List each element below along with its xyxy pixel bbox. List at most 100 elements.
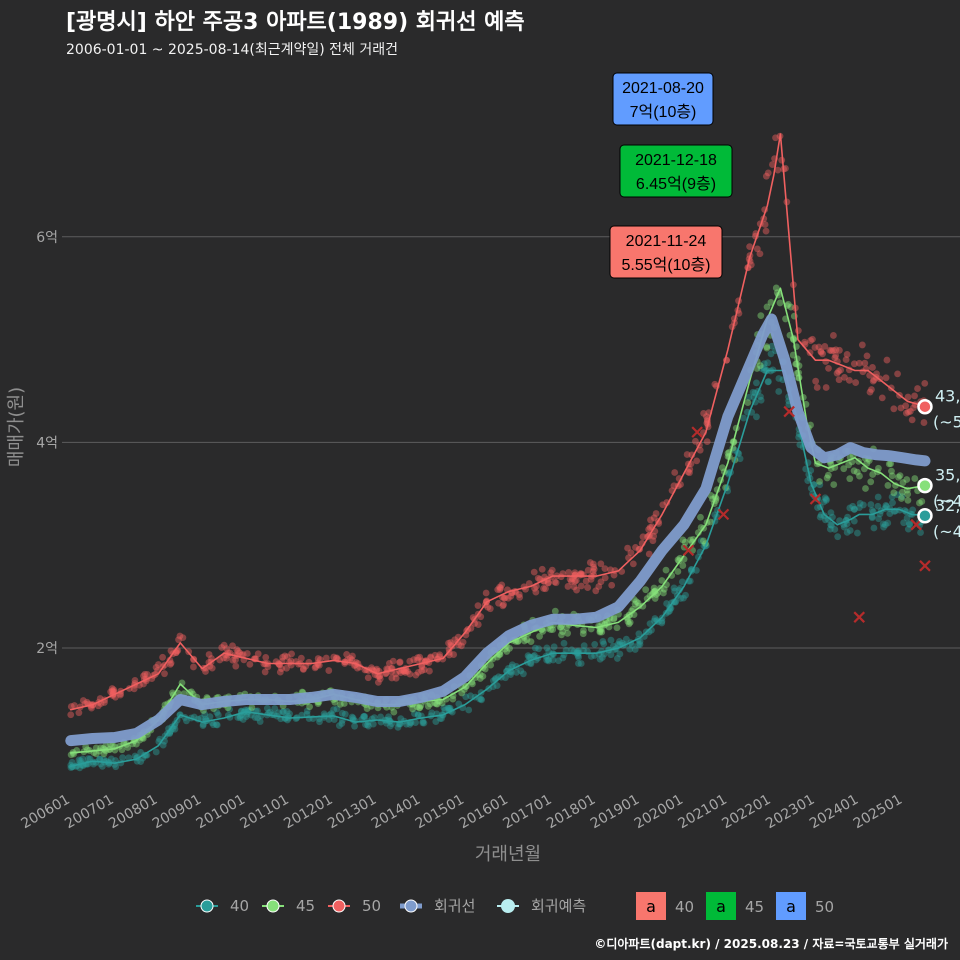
data-point	[392, 670, 400, 678]
data-point	[483, 597, 491, 605]
data-point	[532, 588, 540, 596]
data-point	[183, 717, 190, 725]
data-point	[752, 379, 760, 387]
data-point	[807, 337, 814, 344]
data-point	[500, 601, 507, 609]
data-point	[827, 521, 835, 529]
data-point	[92, 750, 100, 758]
data-point	[388, 674, 396, 682]
data-point	[229, 656, 237, 664]
data-point	[79, 755, 86, 763]
data-point	[469, 680, 476, 688]
data-point	[406, 720, 414, 728]
data-point	[700, 410, 708, 417]
data-point	[143, 671, 151, 678]
data-point	[531, 644, 539, 652]
data-point	[530, 568, 538, 576]
data-point	[680, 594, 687, 602]
annotation-date: 2021-12-18	[635, 152, 717, 169]
data-point	[90, 760, 97, 768]
y-axis-title: 매매가(원)	[6, 387, 27, 467]
data-point	[112, 763, 120, 771]
excluded-mark	[853, 611, 866, 623]
legend-marker	[404, 899, 418, 913]
data-point	[903, 476, 911, 483]
data-point	[264, 663, 272, 671]
data-point	[890, 489, 898, 497]
data-point	[478, 696, 485, 704]
data-point	[811, 344, 819, 351]
data-point	[628, 641, 636, 649]
data-point	[426, 700, 434, 708]
data-point	[697, 537, 705, 545]
annotation-price: 6.45억(9층)	[636, 175, 716, 193]
data-point	[467, 692, 474, 700]
data-point	[652, 510, 660, 517]
data-point	[197, 714, 205, 722]
data-point	[854, 529, 861, 537]
data-point	[882, 374, 890, 382]
data-point	[870, 376, 878, 384]
data-point	[479, 672, 487, 680]
data-point	[458, 689, 466, 697]
annotation-price: 5.55억(10층)	[621, 256, 710, 274]
data-point	[774, 166, 782, 174]
data-point	[626, 645, 634, 653]
data-point	[233, 646, 241, 653]
data-point	[830, 481, 838, 488]
data-point	[822, 496, 830, 504]
data-point	[389, 657, 397, 665]
data-point	[96, 755, 104, 763]
annotation-box	[609, 225, 723, 279]
data-point	[368, 664, 375, 672]
data-point	[306, 703, 313, 711]
data-point	[494, 586, 502, 594]
data-point	[376, 675, 384, 683]
data-point	[417, 702, 425, 710]
data-point	[82, 743, 90, 751]
data-point	[130, 685, 138, 693]
data-point	[686, 469, 693, 477]
data-point	[477, 613, 485, 621]
forecast-area-label: (~50㎡)	[933, 413, 960, 432]
data-point	[855, 359, 863, 367]
data-point	[427, 653, 435, 661]
data-point	[438, 715, 445, 722]
data-point	[137, 758, 145, 765]
data-point	[570, 583, 578, 591]
data-point	[341, 710, 349, 718]
data-point	[303, 710, 311, 718]
data-point	[484, 603, 492, 611]
data-point	[513, 668, 520, 676]
data-point	[407, 719, 415, 727]
data-point	[858, 341, 866, 349]
data-point	[642, 586, 650, 594]
data-point	[540, 585, 547, 592]
x-tick-label: 202401	[807, 792, 861, 833]
data-point	[232, 662, 240, 670]
data-point	[433, 700, 441, 708]
data-point	[493, 682, 501, 690]
data-point	[261, 668, 269, 676]
x-tick-label: 202001	[632, 792, 686, 833]
data-point	[190, 663, 197, 671]
data-point	[402, 667, 410, 675]
data-point	[904, 490, 912, 498]
data-point	[731, 446, 739, 454]
legend-box-glyph: a	[716, 897, 726, 916]
data-point	[613, 624, 621, 632]
data-point	[547, 569, 555, 577]
data-point	[910, 404, 917, 412]
data-point	[348, 656, 356, 664]
data-point	[825, 364, 832, 372]
data-point	[316, 718, 323, 726]
data-point	[894, 370, 901, 378]
data-point	[693, 566, 700, 574]
data-point	[832, 346, 840, 354]
data-point	[577, 660, 585, 667]
data-point	[918, 498, 926, 505]
data-point	[911, 392, 918, 400]
x-tick-label: 200801	[106, 792, 160, 833]
data-point	[607, 636, 615, 644]
data-point	[580, 642, 588, 650]
